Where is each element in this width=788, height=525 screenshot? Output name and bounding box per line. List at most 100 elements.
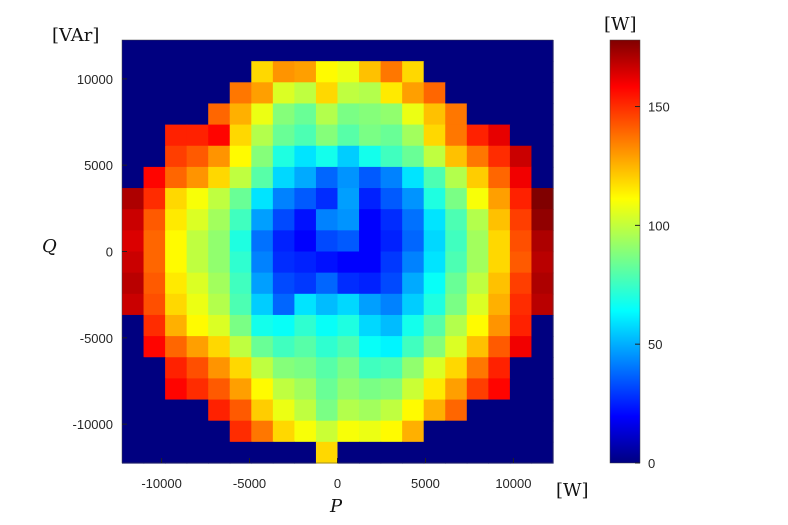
heatmap-cell — [380, 336, 403, 358]
heatmap-cell — [402, 166, 425, 189]
heatmap-cell — [165, 124, 188, 147]
heatmap-cell — [531, 399, 554, 422]
heatmap-cell — [359, 293, 382, 316]
heatmap-cell — [315, 188, 339, 210]
heatmap-cell — [359, 378, 382, 401]
heatmap-cell — [423, 230, 446, 253]
heatmap-cell — [208, 420, 231, 443]
heatmap-cell — [359, 441, 382, 464]
heatmap-cell — [337, 209, 360, 231]
heatmap-cell — [466, 82, 489, 105]
heatmap-cell — [165, 420, 188, 443]
heatmap-cell — [402, 293, 425, 316]
heatmap-cell — [337, 314, 360, 337]
heatmap-cell — [272, 82, 295, 105]
heatmap-cell — [165, 251, 188, 274]
heatmap-cell — [380, 293, 403, 316]
heatmap-cell — [380, 61, 403, 83]
heatmap-cell — [359, 61, 382, 83]
heatmap-cell — [423, 420, 446, 443]
heatmap-cell — [272, 188, 295, 210]
heatmap-cell — [402, 441, 425, 464]
heatmap-cell — [251, 378, 274, 401]
heatmap-cell — [251, 40, 274, 62]
heatmap-cell — [315, 272, 339, 295]
heatmap-cell — [251, 82, 274, 105]
heatmap-cell — [380, 166, 403, 189]
heatmap-cell — [165, 40, 188, 62]
heatmap-cell — [143, 145, 166, 168]
x-axis-label: P — [329, 496, 343, 517]
heatmap-cell — [423, 145, 446, 168]
colorbar-tick-label: 100 — [648, 218, 670, 233]
heatmap-cell — [122, 209, 145, 231]
heatmap-cell — [466, 420, 489, 443]
heatmap-cell — [488, 378, 511, 401]
heatmap-cell — [143, 336, 166, 358]
heatmap-cell — [466, 166, 489, 189]
heatmap-cell — [488, 336, 511, 358]
heatmap-cell — [423, 82, 446, 105]
heatmap-cell — [445, 399, 468, 422]
heatmap-cell — [359, 209, 382, 231]
heatmap-cell — [337, 251, 360, 274]
heatmap-cell — [359, 103, 382, 126]
heatmap-cell — [315, 145, 339, 168]
heatmap-cell — [251, 314, 274, 337]
heatmap-cell — [466, 441, 489, 464]
heatmap-cell — [143, 209, 166, 231]
heatmap-cell — [294, 272, 317, 295]
heatmap-cell — [445, 230, 468, 253]
heatmap-cell — [229, 166, 252, 189]
heatmap-cell — [165, 188, 188, 210]
heatmap-cell — [272, 378, 295, 401]
heatmap-cell — [122, 40, 145, 62]
heatmap-cell — [229, 293, 252, 316]
heatmap-cell — [229, 124, 252, 147]
heatmap-cell — [294, 166, 317, 189]
heatmap-cell — [294, 336, 317, 358]
heatmap-cell — [315, 209, 339, 231]
heatmap-cell — [315, 420, 339, 443]
heatmap-cell — [294, 61, 317, 83]
heatmap-cell — [294, 40, 317, 62]
heatmap-cell — [466, 209, 489, 231]
heatmap-cell — [509, 61, 533, 83]
heatmap-cell — [251, 188, 274, 210]
heatmap-cell — [466, 230, 489, 253]
heatmap-cell — [509, 103, 533, 126]
heatmap-cell — [122, 336, 145, 358]
heatmap-cell — [294, 124, 317, 147]
heatmap-cell — [509, 399, 533, 422]
heatmap-cell — [359, 420, 382, 443]
y-axis-ticks: 10000 5000 0 -5000 -10000 — [73, 72, 127, 432]
heatmap-cell — [509, 166, 533, 189]
heatmap-cell — [380, 272, 403, 295]
heatmap-cell — [208, 103, 231, 126]
heatmap-cell — [423, 357, 446, 379]
heatmap-cell — [531, 124, 554, 147]
heatmap-cell — [488, 357, 511, 379]
heatmap-cell — [509, 40, 533, 62]
heatmap-cell — [337, 293, 360, 316]
heatmap-cell — [488, 103, 511, 126]
heatmap-cell — [208, 209, 231, 231]
heatmap-cell — [165, 209, 188, 231]
heatmap-cell — [445, 420, 468, 443]
heatmap-cell — [359, 357, 382, 379]
heatmap-cell — [402, 145, 425, 168]
heatmap-cell — [251, 103, 274, 126]
heatmap-cell — [143, 40, 166, 62]
heatmap-cell — [251, 124, 274, 147]
heatmap-cell — [165, 357, 188, 379]
heatmap-cell — [143, 61, 166, 83]
heatmap-cell — [509, 293, 533, 316]
heatmap-cell — [509, 378, 533, 401]
heatmap-cell — [294, 378, 317, 401]
heatmap-cell — [208, 336, 231, 358]
heatmap-cell — [488, 188, 511, 210]
heatmap-cell — [445, 314, 468, 337]
heatmap-cell — [186, 166, 209, 189]
heatmap-cell — [186, 336, 209, 358]
heatmap-cell — [531, 230, 554, 253]
